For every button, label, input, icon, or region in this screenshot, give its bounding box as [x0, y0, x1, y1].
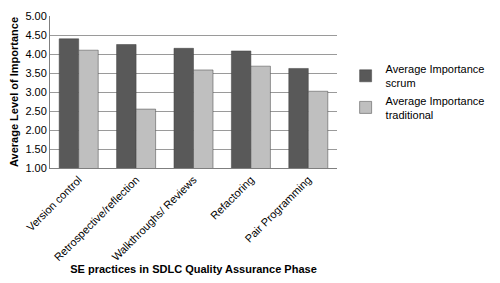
svg-text:Walkthroughs/ Reviews: Walkthroughs/ Reviews [109, 173, 199, 263]
svg-text:Pair Programming: Pair Programming [242, 174, 313, 245]
svg-text:2.00: 2.00 [25, 124, 46, 136]
svg-text:Retrospective/reflection: Retrospective/reflection [52, 174, 142, 264]
svg-text:Refactoring: Refactoring [208, 174, 256, 222]
svg-text:Average Importancescrum: Average Importancescrum [386, 63, 485, 89]
svg-text:2.50: 2.50 [25, 105, 46, 117]
svg-text:Version control: Version control [24, 174, 84, 234]
svg-text:1.50: 1.50 [25, 143, 46, 155]
svg-text:4.50: 4.50 [25, 29, 46, 41]
svg-text:Average Importancetraditional: Average Importancetraditional [386, 95, 485, 121]
svg-text:SE practices in SDLC Quality A: SE practices in SDLC Quality Assurance P… [70, 263, 317, 275]
svg-text:3.50: 3.50 [25, 67, 46, 79]
svg-text:4.00: 4.00 [25, 48, 46, 60]
svg-text:3.00: 3.00 [25, 86, 46, 98]
svg-text:Average Level of Importance: Average Level of Importance [8, 17, 20, 167]
svg-text:1.00: 1.00 [25, 162, 46, 174]
svg-text:5.00: 5.00 [25, 10, 46, 22]
